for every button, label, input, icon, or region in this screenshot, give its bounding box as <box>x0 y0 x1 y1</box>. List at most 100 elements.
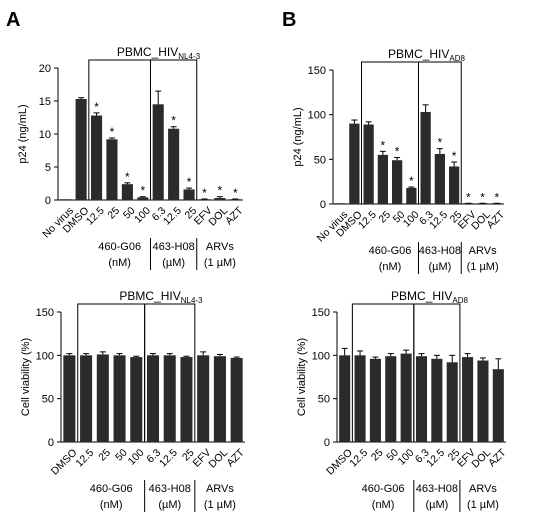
y-tick-label: 150 <box>308 65 326 77</box>
significance-star: * <box>187 175 192 189</box>
y-tick-label: 0 <box>48 437 54 449</box>
group-unit-label: (µM) <box>158 499 181 511</box>
y-tick-label: 50 <box>318 394 330 406</box>
bar <box>434 153 446 204</box>
category-label: 12.5 <box>73 447 96 470</box>
panel-label-b: B <box>282 9 296 31</box>
significance-star: * <box>438 136 443 150</box>
bar <box>415 356 428 442</box>
chart-title: PBMC_HIVAD8 <box>388 47 465 63</box>
y-tick-label: 20 <box>39 63 51 75</box>
category-label: 25 <box>96 447 113 464</box>
chart-title: PBMC_HIVNL4-3 <box>119 289 203 305</box>
bar <box>448 166 460 204</box>
bar <box>477 360 489 442</box>
bar <box>106 139 118 200</box>
category-label: AZT <box>485 208 508 231</box>
bar <box>113 355 126 442</box>
bar <box>446 362 458 442</box>
bar <box>168 128 180 200</box>
group-unit-label: (1 µM) <box>467 261 499 273</box>
group-label: 463-H08 <box>149 483 191 495</box>
y-tick-label: 15 <box>39 96 51 108</box>
significance-star: * <box>480 190 485 204</box>
bar <box>214 198 226 200</box>
significance-star: * <box>171 114 176 128</box>
significance-star: * <box>202 186 207 200</box>
significance-star: * <box>218 184 223 198</box>
bar <box>377 154 389 204</box>
category-label: AZT <box>223 204 246 227</box>
group-unit-label: (µM) <box>425 499 448 511</box>
bar <box>363 124 374 204</box>
bar <box>63 355 76 442</box>
category-label: AZT <box>224 446 247 469</box>
significance-star: * <box>125 170 130 184</box>
bar <box>137 197 149 200</box>
panel-label-a: A <box>6 9 20 31</box>
y-axis-label: Cell viability (%) <box>296 338 308 416</box>
y-tick-label: 50 <box>314 154 326 166</box>
y-tick-label: 0 <box>320 199 326 211</box>
group-label: 460-G06 <box>90 483 133 495</box>
y-tick-label: 150 <box>312 307 330 319</box>
group-label: 463-H08 <box>419 245 461 257</box>
y-tick-label: 100 <box>308 110 326 122</box>
group-unit-label: (nM) <box>100 499 123 511</box>
bar <box>183 189 195 200</box>
category-label: AZT <box>486 446 509 469</box>
chart-title: PBMC_HIVNL4-3 <box>117 45 201 61</box>
bar <box>130 357 143 442</box>
group-unit-label: (nM) <box>108 257 131 269</box>
group-unit-label: (µM) <box>162 257 185 269</box>
category-label: 12.5 <box>84 205 107 228</box>
bar <box>400 353 412 442</box>
bar <box>213 356 226 442</box>
group-label: ARVs <box>206 241 234 253</box>
group-label: 463-H08 <box>416 483 458 495</box>
group-unit-label: (1 µM) <box>204 499 236 511</box>
category-label: 12.5 <box>157 447 180 470</box>
significance-star: * <box>495 190 500 204</box>
significance-star: * <box>452 149 457 163</box>
group-unit-label: (1 µM) <box>467 499 499 511</box>
significance-star: * <box>110 125 115 139</box>
y-tick-label: 5 <box>45 162 51 174</box>
bar <box>197 355 210 442</box>
group-unit-label: (1 µM) <box>204 257 236 269</box>
bar <box>334 203 346 204</box>
significance-star: * <box>395 145 400 159</box>
bar <box>60 199 72 200</box>
y-tick-label: 10 <box>39 129 51 141</box>
bar <box>229 199 241 200</box>
bar <box>152 104 164 200</box>
significance-star: * <box>381 138 386 152</box>
bar <box>369 358 381 442</box>
bar <box>163 355 176 442</box>
significance-star: * <box>466 190 471 204</box>
category-label: 12.5 <box>161 205 184 228</box>
y-tick-label: 0 <box>45 195 51 207</box>
group-label: 463-H08 <box>153 241 195 253</box>
bar <box>146 355 160 442</box>
group-label: 460-G06 <box>98 241 141 253</box>
y-tick-label: 0 <box>324 437 330 449</box>
bar <box>180 357 193 442</box>
category-label: 12.5 <box>347 447 370 470</box>
group-unit-label: (µM) <box>428 261 451 273</box>
bar <box>406 187 417 204</box>
y-axis-label: Cell viability (%) <box>20 338 32 416</box>
group-label: ARVs <box>469 483 497 495</box>
bar <box>230 357 243 442</box>
bar <box>96 354 109 442</box>
group-unit-label: (nM) <box>379 261 402 273</box>
group-label: 460-G06 <box>369 245 412 257</box>
bar <box>462 357 474 442</box>
y-axis-label: p24 (ng/mL) <box>17 104 29 163</box>
chart-title: PBMC_HIVAD8 <box>391 289 468 305</box>
chart-2: 0 50 100 150 Cell viability (%) PBMC_HIVNL4-3… <box>20 289 247 512</box>
